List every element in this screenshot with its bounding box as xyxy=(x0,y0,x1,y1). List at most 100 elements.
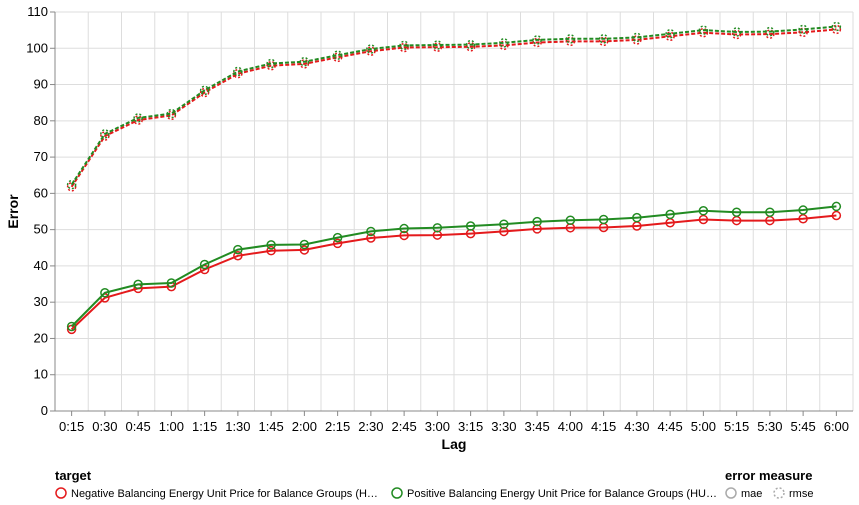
data-point xyxy=(299,56,310,67)
x-tick-label: 0:45 xyxy=(125,419,150,434)
data-point xyxy=(499,38,509,48)
data-point xyxy=(399,40,409,51)
data-point xyxy=(100,288,110,298)
axes xyxy=(54,12,853,412)
data-point xyxy=(698,206,709,216)
data-point xyxy=(399,230,409,241)
data-point xyxy=(698,25,709,35)
x-tick-label: 0:15 xyxy=(59,419,84,434)
x-tick-label: 5:00 xyxy=(691,419,716,434)
x-tick-label: 5:30 xyxy=(757,419,782,434)
data-point xyxy=(66,179,77,190)
series-mae-positive xyxy=(66,201,842,332)
data-point xyxy=(765,207,775,217)
x-tick-label: 1:45 xyxy=(258,419,283,434)
data-point xyxy=(432,223,443,233)
x-tick-label: 0:30 xyxy=(92,419,117,434)
x-axis-title: Lag xyxy=(442,436,467,452)
y-axis-ticks: 0 10 20 30 40 50 60 70 80 90 100 110 xyxy=(26,4,55,418)
legend-label-mae: mae xyxy=(741,488,762,500)
y-tick-label: 20 xyxy=(34,330,48,345)
y-tick-label: 40 xyxy=(34,258,48,273)
y-tick-label: 100 xyxy=(26,40,48,55)
y-tick-label: 10 xyxy=(34,367,48,382)
legend-target-title: target xyxy=(55,468,92,483)
data-point xyxy=(499,40,509,51)
legend-symbol-positive xyxy=(391,487,403,499)
data-point xyxy=(432,40,443,50)
y-tick-label: 0 xyxy=(41,403,48,418)
data-point xyxy=(532,35,542,45)
data-point xyxy=(366,44,376,54)
data-point xyxy=(831,210,842,221)
legend-item-rmse[interactable]: rmse xyxy=(773,487,813,500)
y-tick-label: 30 xyxy=(34,294,48,309)
data-point xyxy=(299,245,310,255)
x-tick-label: 4:00 xyxy=(558,419,583,434)
x-tick-label: 3:00 xyxy=(425,419,450,434)
data-point xyxy=(831,21,842,32)
data-point xyxy=(199,259,210,270)
data-point xyxy=(532,216,542,227)
data-point xyxy=(598,214,609,225)
legend-item-positive[interactable]: Positive Balancing Energy Unit Price for… xyxy=(391,487,717,500)
data-point xyxy=(565,34,576,44)
data-point xyxy=(598,34,609,44)
legend[interactable]: target Negative Balancing Energy Unit Pr… xyxy=(55,468,813,500)
y-axis-title: Error xyxy=(5,194,21,229)
legend-symbol-mae xyxy=(725,487,737,499)
data-point xyxy=(233,244,243,255)
data-point xyxy=(233,66,243,77)
data-point xyxy=(366,226,376,237)
data-point xyxy=(798,205,808,215)
data-point xyxy=(166,278,177,288)
data-point xyxy=(66,321,77,332)
data-point xyxy=(632,32,642,43)
legend-symbol-rmse xyxy=(773,487,785,499)
data-point xyxy=(199,85,210,96)
x-tick-label: 6:00 xyxy=(824,419,849,434)
data-point xyxy=(332,50,343,60)
data-point xyxy=(332,232,343,243)
legend-measure-title: error measure xyxy=(725,468,812,483)
x-tick-label: 3:15 xyxy=(458,419,483,434)
series-line xyxy=(70,214,837,331)
data-point xyxy=(831,24,842,35)
x-tick-label: 1:15 xyxy=(192,419,217,434)
x-tick-label: 2:00 xyxy=(292,419,317,434)
x-tick-label: 1:00 xyxy=(159,419,184,434)
x-tick-label: 3:30 xyxy=(491,419,516,434)
series-line xyxy=(70,205,837,328)
series-line xyxy=(70,25,837,186)
x-tick-label: 1:30 xyxy=(225,419,250,434)
y-tick-label: 70 xyxy=(34,149,48,164)
data-point xyxy=(731,27,742,37)
data-point xyxy=(266,58,276,69)
data-point xyxy=(499,219,509,229)
legend-label-rmse: rmse xyxy=(789,488,813,500)
y-tick-label: 110 xyxy=(27,4,48,19)
legend-item-mae[interactable]: mae xyxy=(725,487,762,500)
x-tick-label: 2:15 xyxy=(325,419,350,434)
x-tick-label: 4:15 xyxy=(591,419,616,434)
data-point xyxy=(299,239,310,250)
y-tick-label: 80 xyxy=(34,113,48,128)
legend-item-negative[interactable]: Negative Balancing Energy Unit Price for… xyxy=(55,487,378,500)
data-point xyxy=(831,201,842,212)
data-point xyxy=(798,27,808,38)
legend-symbol-negative xyxy=(55,487,67,499)
data-point xyxy=(100,129,110,139)
data-point xyxy=(266,240,276,250)
legend-label-positive: Positive Balancing Energy Unit Price for… xyxy=(407,488,717,500)
x-tick-label: 4:30 xyxy=(624,419,649,434)
data-point xyxy=(765,26,775,37)
data-point xyxy=(798,24,808,35)
data-point xyxy=(665,209,675,220)
x-tick-label: 4:45 xyxy=(657,419,682,434)
x-tick-label: 5:45 xyxy=(790,419,815,434)
y-tick-label: 90 xyxy=(34,77,48,92)
data-point xyxy=(266,245,276,256)
y-tick-label: 50 xyxy=(34,222,48,237)
data-point xyxy=(133,279,143,290)
